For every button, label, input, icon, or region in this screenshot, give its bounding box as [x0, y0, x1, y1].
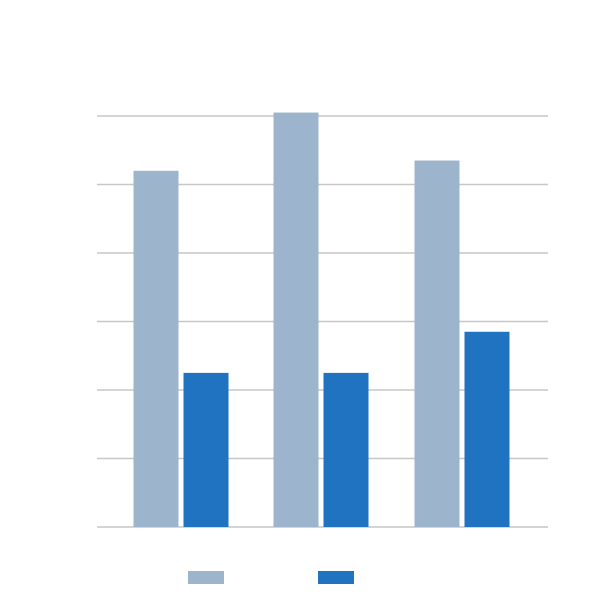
bars	[133, 112, 510, 528]
bar-series-1-group-2	[273, 112, 319, 527]
bar-series-2-group-1	[183, 372, 229, 527]
bar-series-1-group-3	[414, 160, 460, 527]
legend-swatch-series-2	[318, 571, 354, 584]
bar-series-2-group-3	[464, 331, 510, 527]
legend	[188, 571, 354, 584]
bar-series-2-group-2	[323, 372, 369, 527]
bar-series-1-group-1	[133, 170, 179, 528]
legend-swatch-series-1	[188, 571, 224, 584]
